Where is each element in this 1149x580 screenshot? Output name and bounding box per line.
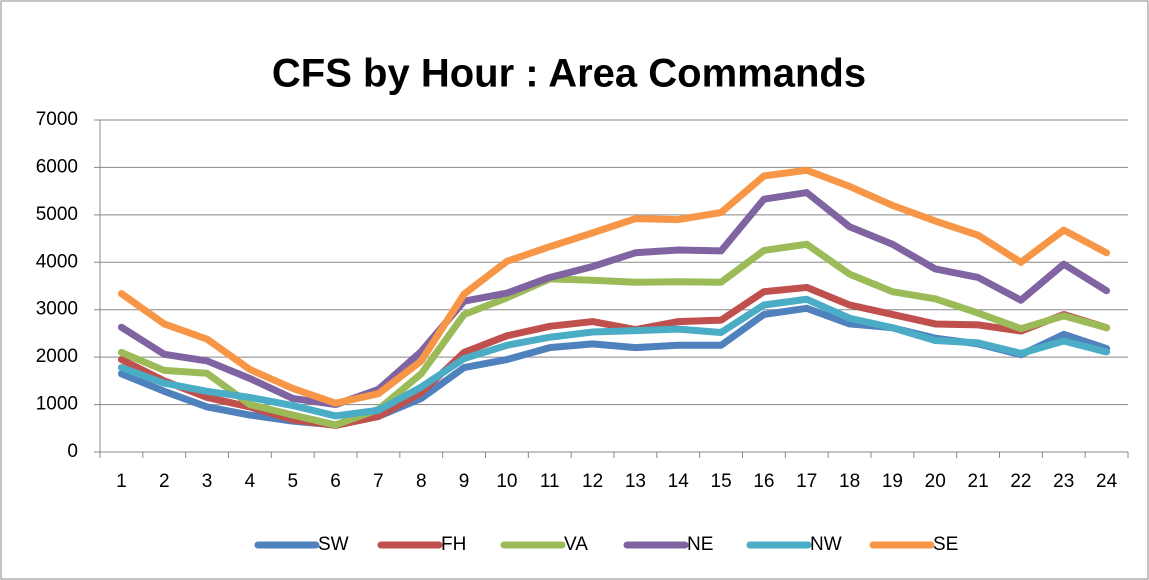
x-tick-label: 15 bbox=[711, 471, 732, 492]
y-tick-label: 3000 bbox=[36, 299, 78, 320]
x-tick-label: 18 bbox=[839, 471, 860, 492]
y-tick-label: 6000 bbox=[36, 156, 78, 177]
series-line bbox=[117, 240, 1111, 429]
y-tick-label: 4000 bbox=[36, 251, 78, 272]
legend-label: VA bbox=[564, 534, 588, 555]
x-tick-label: 10 bbox=[496, 471, 517, 492]
y-tick-label: 7000 bbox=[36, 109, 78, 130]
x-tick-label: 23 bbox=[1053, 471, 1074, 492]
x-tick-label: 11 bbox=[540, 471, 560, 492]
x-tick-label: 14 bbox=[668, 471, 690, 492]
x-tick-label: 16 bbox=[753, 471, 774, 492]
legend-label: NE bbox=[687, 534, 713, 555]
x-tick-label: 6 bbox=[330, 471, 341, 492]
x-tick-label: 13 bbox=[625, 471, 646, 492]
x-tick-label: 9 bbox=[459, 471, 470, 492]
x-tick-label: 3 bbox=[202, 471, 213, 492]
series-line bbox=[117, 283, 1111, 429]
x-tick-label: 5 bbox=[287, 471, 298, 492]
x-tick-label: 8 bbox=[416, 471, 427, 492]
series-line bbox=[117, 166, 1111, 407]
y-tick-label: 1000 bbox=[36, 394, 78, 415]
legend-label: SE bbox=[933, 534, 958, 555]
legend-label: SW bbox=[318, 534, 349, 555]
chart-title: CFS by Hour : Area Commands bbox=[272, 52, 866, 96]
x-tick-label: 12 bbox=[582, 471, 603, 492]
x-tick-label: 19 bbox=[882, 471, 903, 492]
x-tick-label: 24 bbox=[1096, 471, 1118, 492]
x-tick-label: 7 bbox=[373, 471, 384, 492]
y-tick-label: 5000 bbox=[36, 204, 78, 225]
x-tick-label: 17 bbox=[796, 471, 817, 492]
series-line bbox=[117, 295, 1111, 420]
series-line bbox=[117, 189, 1111, 409]
legend-label: FH bbox=[441, 534, 466, 555]
y-tick-label: 2000 bbox=[36, 346, 78, 367]
x-tick-label: 1 bbox=[116, 471, 127, 492]
x-tick-label: 20 bbox=[925, 471, 946, 492]
x-tick-label: 2 bbox=[159, 471, 170, 492]
legend-label: NW bbox=[810, 534, 842, 555]
x-tick-label: 22 bbox=[1010, 471, 1031, 492]
y-tick-label: 0 bbox=[67, 441, 78, 462]
x-tick-label: 21 bbox=[968, 471, 989, 492]
x-tick-label: 4 bbox=[245, 471, 256, 492]
